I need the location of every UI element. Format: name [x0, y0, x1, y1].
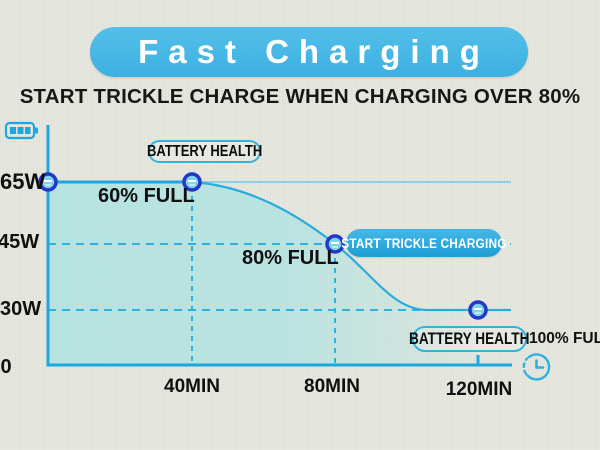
area-fill	[48, 182, 478, 364]
page-title: Fast Charging	[138, 33, 490, 70]
y-tick-0: 0	[0, 356, 12, 378]
battery-health-bottom-label: BATTERY HEALTH	[409, 329, 530, 348]
data-point-0min-65w	[38, 172, 58, 192]
y-tick-45w: 45W	[0, 231, 40, 253]
x-tick-80min: 80MIN	[304, 376, 360, 397]
start-trickle-charging-callout: START TRICKLE CHARGING	[341, 229, 507, 257]
battery-health-callout-bottom: BATTERY HEALTH	[409, 326, 530, 352]
x-tick-120min: 120MIN	[445, 379, 513, 400]
label-80-percent-full: 80% FULL	[242, 247, 339, 269]
data-point-40min-65w	[182, 172, 202, 192]
subtitle: START TRICKLE CHARGE WHEN CHARGING OVER …	[19, 85, 581, 108]
battery-health-callout-top: BATTERY HEALTH	[146, 140, 263, 163]
y-tick-65w: 65W	[0, 169, 46, 194]
label-60-percent-full: 60% FULL	[98, 185, 195, 207]
clock-icon	[522, 353, 551, 381]
battery-health-top-label: BATTERY HEALTH	[146, 142, 263, 160]
title-banner: Fast Charging	[90, 27, 528, 77]
label-100-percent-full: 100% FULL	[529, 330, 600, 347]
data-point-80min-45w	[325, 234, 345, 254]
data-point-120min-30w	[468, 300, 488, 320]
y-tick-30w: 30W	[0, 298, 42, 320]
start-trickle-charging-label: START TRICKLE CHARGING	[341, 235, 507, 251]
battery-icon	[4, 121, 38, 140]
x-tick-40min: 40MIN	[164, 376, 220, 397]
